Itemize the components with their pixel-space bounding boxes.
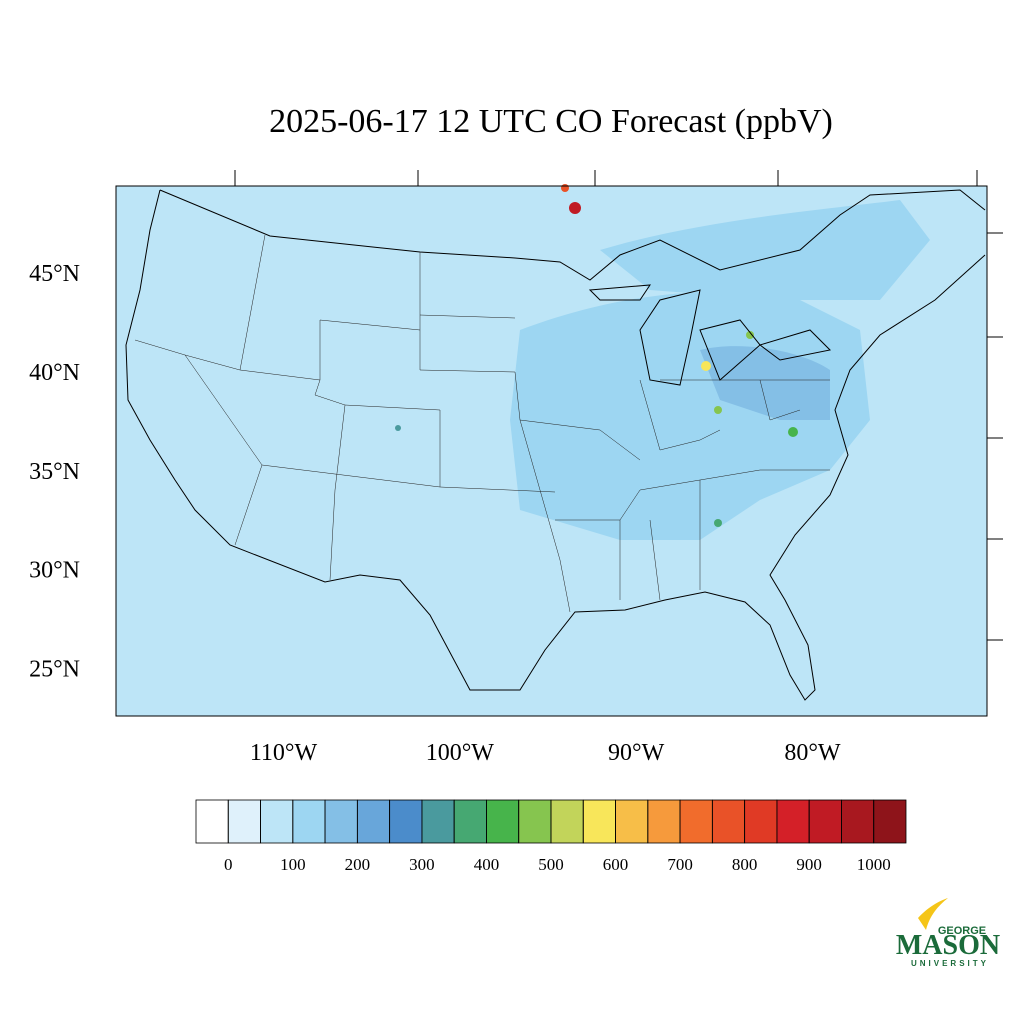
colorbar-box <box>389 799 423 844</box>
colorbar-label: 900 <box>796 855 822 874</box>
colorbar-box <box>324 799 358 844</box>
logo-main: MASON <box>896 930 1000 961</box>
colorbar-box <box>292 799 326 844</box>
logo-flame <box>918 898 948 930</box>
colorbar-box <box>227 799 261 844</box>
colorbar-box <box>421 799 455 844</box>
y-tick-label: 40°N <box>29 360 80 386</box>
colorbar-box <box>550 799 584 844</box>
colorbar-box <box>776 799 810 844</box>
y-tick-label: 30°N <box>29 558 80 584</box>
border-canada <box>159 189 986 281</box>
colorbar-box <box>711 799 746 844</box>
colorbar-box <box>873 799 907 844</box>
colorbar-box <box>260 799 294 844</box>
colorbar-box <box>744 799 778 844</box>
y-tick-label: 25°N <box>29 657 80 683</box>
colorbar-box <box>647 799 681 844</box>
colorbar-label: 0 <box>224 855 233 874</box>
colorbar-box <box>453 799 487 844</box>
colorbar-label: 600 <box>603 855 629 874</box>
colorbar-label: 800 <box>732 855 758 874</box>
colorbar-box <box>841 799 875 844</box>
logo-top: GEORGE <box>938 925 986 937</box>
colorbar-label: 700 <box>667 855 693 874</box>
hotspot <box>569 202 581 214</box>
hotspot <box>788 427 798 437</box>
hotspot <box>714 406 722 414</box>
colorbar-box <box>486 799 520 844</box>
map-panel <box>115 170 1003 717</box>
colorbar-box <box>195 799 229 844</box>
colorbar-label: 400 <box>474 855 500 874</box>
colorbar-label: 1000 <box>857 855 891 874</box>
shading-ohio <box>700 346 830 420</box>
hotspot <box>561 184 569 192</box>
x-tick-label: 90°W <box>608 740 665 766</box>
x-tick-label: 100°W <box>426 740 495 766</box>
map-frame <box>115 185 988 717</box>
y-tick-label: 35°N <box>29 459 80 485</box>
colorbar-box <box>582 799 616 844</box>
colorbar-label: 300 <box>409 855 435 874</box>
colorbar-box <box>356 799 391 844</box>
hotspot <box>395 425 401 431</box>
shading-canada <box>600 200 930 300</box>
coastline <box>125 189 986 701</box>
colorbar-label: 200 <box>345 855 371 874</box>
great-lakes <box>588 284 832 386</box>
map-title: 2025-06-17 12 UTC CO Forecast (ppbV) <box>269 103 833 140</box>
hotspot <box>701 361 711 371</box>
colorbar-label: 100 <box>280 855 306 874</box>
colorbar: 0 100 200 300 400 500 600 700 800 900 1000 <box>195 799 907 874</box>
hotspot <box>746 331 754 339</box>
state-borders <box>134 234 830 613</box>
frame-ticks <box>234 170 1003 641</box>
colorbar-label: 500 <box>538 855 564 874</box>
x-tick-label: 110°W <box>250 740 318 766</box>
logo-bottom: UNIVERSITY <box>911 959 989 968</box>
hotspot <box>714 519 722 527</box>
logo: GEORGE MASON UNIVERSITY <box>896 898 1000 968</box>
y-tick-label: 45°N <box>29 261 80 287</box>
colorbar-box <box>679 799 713 844</box>
colorbar-box <box>808 799 842 844</box>
x-tick-label: 80°W <box>784 740 841 766</box>
colorbar-box <box>518 799 552 844</box>
colorbar-box <box>615 799 649 844</box>
